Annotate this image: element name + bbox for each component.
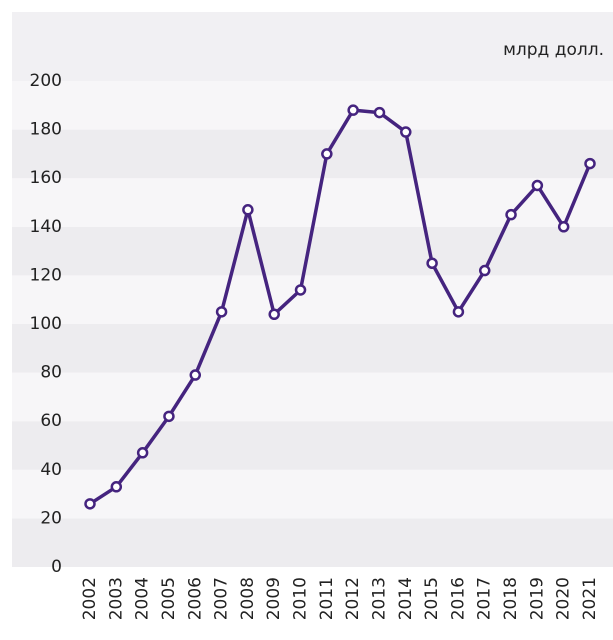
y-tick-label: 0 [51,557,62,577]
data-point [400,126,412,138]
x-tick-label: 2008 [238,577,258,620]
data-point [347,104,359,116]
grid-band [12,324,613,373]
x-tick-label: 2004 [133,577,153,620]
data-point [294,284,307,296]
data-point [531,179,544,192]
y-tick-label: 180 [30,120,62,140]
grid-band [12,518,613,567]
data-point [242,204,254,216]
data-point [136,447,149,459]
data-point [505,208,517,221]
grid-band [12,129,613,179]
data-point [321,148,333,160]
grid-band [12,275,613,324]
data-point [452,306,465,318]
x-tick-label: 2009 [264,577,284,620]
y-tick-label: 200 [30,71,62,91]
x-tick-label: 2016 [448,577,468,620]
x-tick-label: 2019 [527,577,547,620]
data-line [89,108,592,506]
x-tick-label: 2011 [317,577,337,620]
grid-band [12,421,613,470]
data-point [110,481,123,493]
y-tick-label: 80 [40,363,62,383]
data-point [373,106,386,119]
y-tick-label: 40 [40,460,62,480]
data-point [426,257,438,269]
x-tick-label: 2007 [212,577,232,620]
data-point [268,308,280,321]
y-tick-label: 100 [30,314,62,334]
grid-band [12,372,613,422]
x-tick-label: 2020 [554,577,574,620]
x-tick-label: 2015 [422,577,442,620]
unit-label: млрд долл. [503,40,604,60]
x-tick-label: 2006 [185,577,205,620]
x-tick-label: 2012 [343,577,363,620]
x-tick-label: 2021 [580,577,600,620]
y-tick-label: 160 [30,168,62,188]
grid-band [12,469,613,519]
x-tick-label: 2003 [106,577,126,620]
data-point [478,264,491,277]
header-band [12,12,613,81]
x-tick-label: 2005 [159,577,179,620]
y-tick-label: 60 [40,411,62,431]
y-tick-label: 120 [30,265,62,285]
x-tick-label: 2017 [475,577,495,620]
x-tick-label: 2014 [396,577,416,620]
data-point [215,306,228,318]
data-point [557,221,570,233]
grid-band [12,81,613,130]
x-tick-label: 2002 [80,577,100,620]
data-point [584,157,596,170]
y-tick-label: 140 [30,217,62,237]
data-point [189,369,202,381]
data-point [163,410,175,423]
y-tick-label: 20 [40,508,62,528]
x-tick-label: 2013 [369,577,389,620]
x-tick-label: 2010 [291,577,311,620]
x-tick-label: 2018 [501,577,521,620]
data-point [84,498,96,510]
